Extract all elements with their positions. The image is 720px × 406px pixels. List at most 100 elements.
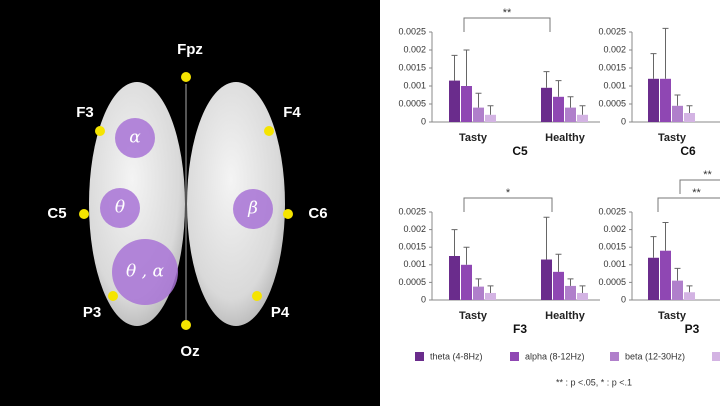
y-tick-label: 0.0015: [398, 62, 426, 72]
y-tick-label: 0.002: [403, 44, 426, 54]
bar: [565, 107, 576, 122]
chart-title: C6: [680, 144, 696, 158]
significance-label: **: [703, 169, 712, 181]
electrode-label: Fpz: [177, 41, 203, 58]
x-tick-label: Tasty: [459, 132, 488, 144]
error-bar: [487, 285, 494, 293]
y-tick-label: 0: [621, 116, 626, 126]
bar: [684, 292, 695, 300]
significance-bracket: [463, 197, 553, 212]
region-label: θ: [115, 198, 125, 218]
legend-swatch: [610, 352, 619, 361]
bar: [485, 292, 496, 300]
bar: [449, 256, 460, 300]
legend-swatch: [510, 352, 519, 361]
electrode-label: F4: [283, 104, 301, 121]
y-tick-label: 0: [421, 294, 426, 304]
y-tick-label: 0.0015: [598, 62, 626, 72]
x-tick-label: Healthy: [545, 132, 586, 144]
y-tick-label: 0.0025: [398, 26, 426, 36]
y-tick-label: 0.0005: [398, 277, 426, 287]
error-bar: [686, 285, 693, 293]
y-tick-label: 0.002: [603, 44, 626, 54]
x-tick-label: Tasty: [459, 310, 488, 322]
error-bar: [463, 49, 470, 86]
significance-bracket: [463, 17, 551, 32]
error-bar: [686, 105, 693, 113]
electrode-dot: [79, 209, 89, 219]
error-bar: [543, 216, 550, 260]
error-bar: [555, 253, 562, 272]
y-tick-label: 0.002: [603, 224, 626, 234]
electrode-label: Oz: [180, 343, 199, 360]
y-tick-label: 0.0025: [398, 206, 426, 216]
legend-swatch: [415, 352, 424, 361]
bar: [541, 87, 552, 122]
y-tick-label: 0.001: [603, 259, 626, 269]
region-label: α: [129, 128, 141, 148]
significance-label: **: [692, 187, 701, 199]
x-tick-label: Tasty: [658, 310, 687, 322]
region-circle: [115, 118, 155, 158]
legend-label: beta (12-30Hz): [625, 351, 685, 361]
region-circle: [233, 189, 273, 229]
y-tick-label: 0.001: [603, 80, 626, 90]
bar: [553, 96, 564, 122]
legend-swatch: [712, 352, 720, 361]
significance-label: **: [503, 7, 512, 19]
footnote: ** : p <.05, * : p <.1: [556, 377, 632, 387]
error-bar: [475, 92, 482, 108]
electrode-label: P4: [271, 304, 290, 321]
chart-title: F3: [513, 322, 527, 336]
electrode-label: P3: [83, 304, 101, 321]
region-label: β: [247, 199, 258, 219]
electrode-dot: [252, 291, 262, 301]
significance-bracket: [657, 197, 720, 212]
y-tick-label: 0: [621, 294, 626, 304]
y-tick-label: 0: [421, 116, 426, 126]
error-bar: [475, 278, 482, 287]
y-tick-label: 0.001: [403, 80, 426, 90]
bar: [660, 78, 671, 122]
diagram-layer: Fpz F3 F4 C5 C6 P3 P4 Oz α θ β θ , α: [47, 41, 327, 360]
y-tick-label: 0.0005: [398, 98, 426, 108]
y-tick-label: 0.0025: [598, 206, 626, 216]
y-tick-label: 0.001: [403, 259, 426, 269]
y-tick-label: 0.0015: [598, 242, 626, 252]
chart-title: P3: [685, 322, 700, 336]
region-circle: [112, 239, 178, 305]
bar: [473, 286, 484, 300]
significance-label: *: [506, 187, 511, 199]
error-bar: [463, 246, 470, 265]
y-tick-label: 0.0005: [598, 277, 626, 287]
y-tick-label: 0.0005: [598, 98, 626, 108]
error-bar: [543, 71, 550, 88]
error-bar: [555, 80, 562, 97]
bar: [449, 80, 460, 122]
electrode-label: C5: [47, 205, 66, 222]
y-tick-label: 0.0025: [598, 26, 626, 36]
error-bar: [567, 278, 574, 286]
error-bar: [674, 94, 681, 106]
legend-label: theta (4-8Hz): [430, 351, 483, 361]
bar: [461, 264, 472, 300]
bar: [648, 257, 659, 300]
significance-bracket: [679, 179, 720, 194]
charts-layer: 0 0.0005 0.001 0.0015 0.002 0.0025 Tasty Health…: [398, 7, 720, 387]
error-bar: [662, 27, 669, 79]
bar: [461, 86, 472, 122]
electrode-dot: [181, 72, 191, 82]
error-bar: [650, 53, 657, 79]
error-bar: [662, 222, 669, 251]
error-bar: [674, 267, 681, 281]
y-tick-label: 0.002: [403, 224, 426, 234]
y-tick-label: 0.0015: [398, 242, 426, 252]
bar: [553, 271, 564, 300]
x-tick-label: Healthy: [545, 310, 586, 322]
bar: [565, 285, 576, 300]
bar: [672, 105, 683, 122]
bar: [672, 280, 683, 300]
error-bar: [650, 236, 657, 258]
